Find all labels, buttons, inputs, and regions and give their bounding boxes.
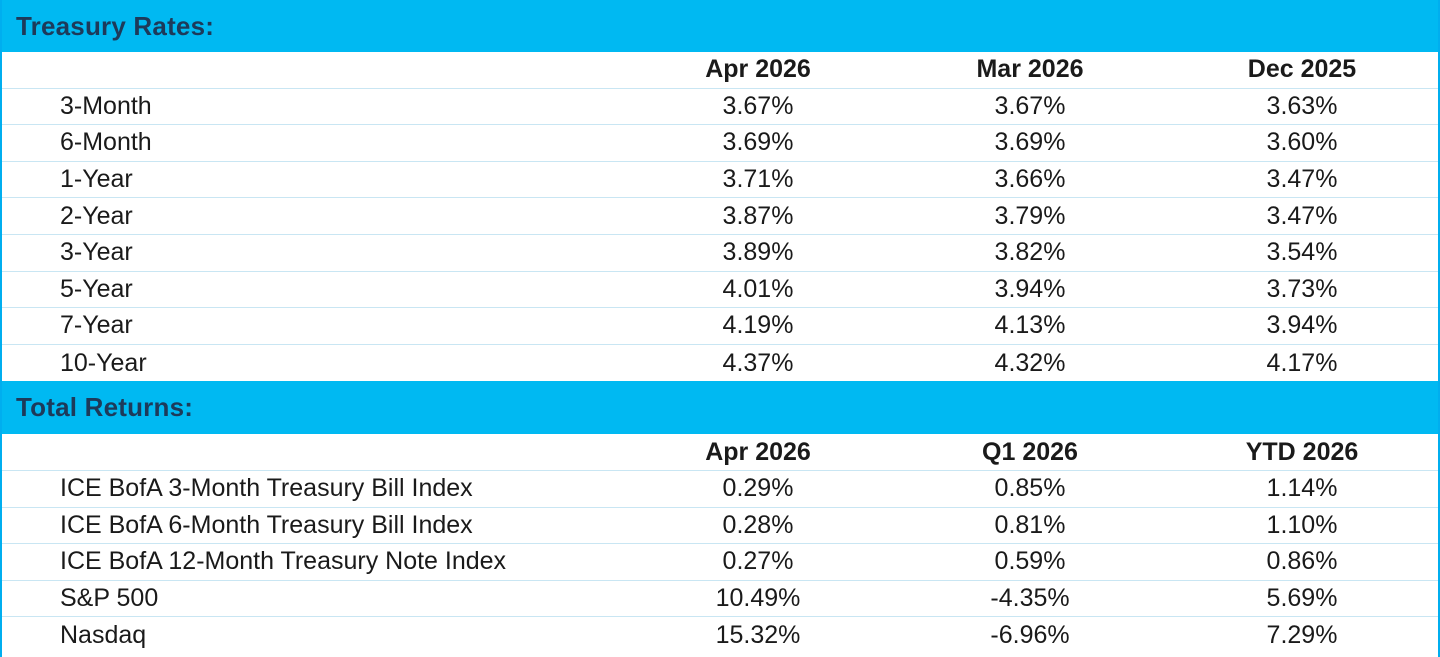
row-value: 5.69% — [1266, 584, 1338, 613]
table-row: 7-Year 4.19% 4.13% 3.94% — [2, 308, 1438, 345]
row-value: -4.35% — [990, 584, 1070, 613]
row-value: 0.86% — [1266, 547, 1338, 576]
table-row: Nasdaq 15.32% -6.96% 7.29% — [2, 617, 1438, 654]
row-label: 3-Year — [60, 238, 133, 267]
row-value: 3.67% — [722, 91, 794, 120]
row-value: 3.79% — [994, 201, 1066, 230]
row-value: 3.94% — [994, 274, 1066, 303]
row-value: 3.71% — [722, 165, 794, 194]
row-label: S&P 500 — [60, 584, 159, 613]
row-value: 3.69% — [722, 128, 794, 157]
row-value: 4.13% — [994, 311, 1066, 340]
table-row: 6-Month 3.69% 3.69% 3.60% — [2, 125, 1438, 162]
row-value: 3.66% — [994, 165, 1066, 194]
row-value: 4.19% — [722, 311, 794, 340]
returns-rows: ICE BofA 3-Month Treasury Bill Index 0.2… — [2, 471, 1438, 654]
row-value: 3.47% — [1266, 201, 1338, 230]
treasury-col-header: Mar 2026 — [976, 55, 1084, 84]
table-row: 10-Year 4.37% 4.32% 4.17% — [2, 345, 1438, 382]
row-value: 0.59% — [994, 547, 1066, 576]
row-value: 4.32% — [994, 348, 1066, 377]
treasury-rows: 3-Month 3.67% 3.67% 3.63% 6-Month 3.69% … — [2, 89, 1438, 382]
table-row: ICE BofA 12-Month Treasury Note Index 0.… — [2, 544, 1438, 581]
row-label: 3-Month — [60, 91, 152, 120]
row-value: 0.85% — [994, 474, 1066, 503]
row-value: 0.28% — [722, 510, 794, 539]
row-label: 6-Month — [60, 128, 152, 157]
row-value: 7.29% — [1266, 621, 1338, 650]
row-value: 4.01% — [722, 274, 794, 303]
returns-header-row: Apr 2026 Q1 2026 YTD 2026 — [2, 434, 1438, 471]
row-value: 3.63% — [1266, 91, 1338, 120]
returns-col-header: Apr 2026 — [705, 437, 811, 466]
table-row: 5-Year 4.01% 3.94% 3.73% — [2, 272, 1438, 309]
row-value: 3.54% — [1266, 238, 1338, 267]
row-label: 2-Year — [60, 201, 133, 230]
returns-section-title: Total Returns: — [2, 381, 1438, 435]
row-value: 3.87% — [722, 201, 794, 230]
treasury-header-row: Apr 2026 Mar 2026 Dec 2025 — [2, 52, 1438, 89]
row-value: 3.94% — [1266, 311, 1338, 340]
treasury-section-title: Treasury Rates: — [2, 0, 1438, 52]
table-row: ICE BofA 6-Month Treasury Bill Index 0.2… — [2, 508, 1438, 545]
row-value: 3.67% — [994, 91, 1066, 120]
table-row: 1-Year 3.71% 3.66% 3.47% — [2, 162, 1438, 199]
row-value: 0.81% — [994, 510, 1066, 539]
row-label: 10-Year — [60, 348, 147, 377]
returns-col-header: YTD 2026 — [1245, 437, 1359, 466]
row-value: 3.47% — [1266, 165, 1338, 194]
row-value: 15.32% — [715, 621, 801, 650]
row-label: ICE BofA 6-Month Treasury Bill Index — [60, 510, 473, 539]
row-label: 7-Year — [60, 311, 133, 340]
row-value: -6.96% — [990, 621, 1070, 650]
row-value: 3.89% — [722, 238, 794, 267]
treasury-col-header: Apr 2026 — [705, 55, 811, 84]
row-label: ICE BofA 3-Month Treasury Bill Index — [60, 474, 473, 503]
row-value: 1.10% — [1266, 510, 1338, 539]
table-row: ICE BofA 3-Month Treasury Bill Index 0.2… — [2, 471, 1438, 508]
row-value: 0.27% — [722, 547, 794, 576]
table-row: 3-Month 3.67% 3.67% 3.63% — [2, 89, 1438, 126]
row-value: 4.17% — [1266, 348, 1338, 377]
table-row: 2-Year 3.87% 3.79% 3.47% — [2, 198, 1438, 235]
row-value: 4.37% — [722, 348, 794, 377]
table-row: S&P 500 10.49% -4.35% 5.69% — [2, 581, 1438, 618]
row-value: 1.14% — [1266, 474, 1338, 503]
treasury-col-header: Dec 2025 — [1247, 55, 1357, 84]
row-value: 0.29% — [722, 474, 794, 503]
returns-col-header: Q1 2026 — [982, 437, 1078, 466]
row-label: ICE BofA 12-Month Treasury Note Index — [60, 547, 507, 576]
row-label: Nasdaq — [60, 621, 147, 650]
row-value: 3.73% — [1266, 274, 1338, 303]
row-value: 3.60% — [1266, 128, 1338, 157]
row-value: 3.69% — [994, 128, 1066, 157]
row-label: 5-Year — [60, 274, 133, 303]
row-value: 10.49% — [715, 584, 801, 613]
table-row: 3-Year 3.89% 3.82% 3.54% — [2, 235, 1438, 272]
row-value: 3.82% — [994, 238, 1066, 267]
row-label: 1-Year — [60, 165, 133, 194]
